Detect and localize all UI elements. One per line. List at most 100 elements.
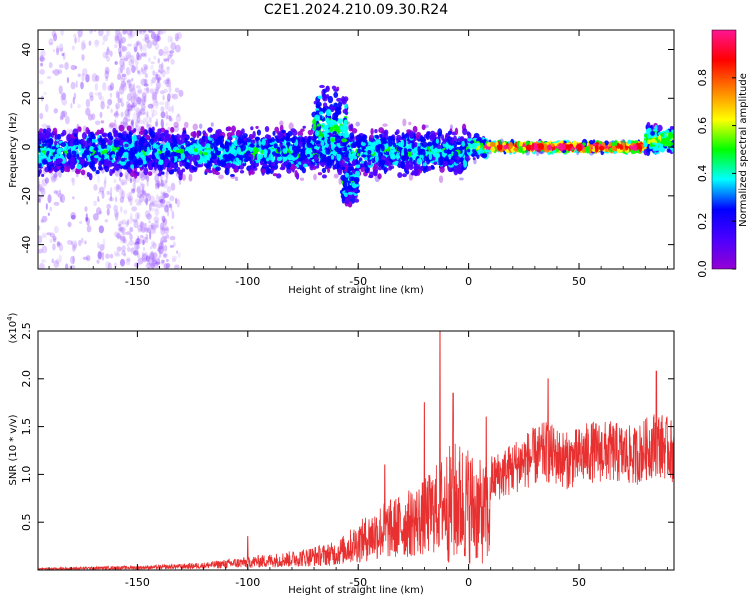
heat-cell	[67, 221, 72, 228]
heat-cell	[73, 33, 77, 38]
heat-cell	[177, 251, 181, 259]
heat-cell	[125, 221, 129, 227]
heat-cell	[126, 256, 131, 261]
heat-cell	[107, 132, 111, 139]
heat-cell	[253, 147, 259, 155]
heat-cell	[118, 85, 125, 95]
heat-cell	[111, 154, 116, 159]
heat-cell	[158, 245, 164, 255]
heat-cell	[95, 207, 102, 215]
heat-cell	[124, 174, 128, 184]
heat-cell	[145, 255, 150, 262]
heat-cell	[152, 70, 156, 76]
heat-cell	[154, 179, 161, 189]
heat-cell	[316, 123, 321, 127]
heat-cell	[152, 39, 158, 46]
heat-cell	[131, 77, 134, 82]
heat-cell	[94, 83, 99, 91]
heat-cell	[139, 136, 146, 144]
heat-cell	[150, 61, 155, 65]
heat-cell	[170, 142, 174, 148]
heat-cell	[162, 192, 166, 200]
heat-cell	[99, 252, 103, 261]
heat-cell	[110, 108, 113, 113]
heat-cell	[140, 67, 144, 72]
heat-cell	[167, 106, 173, 112]
heat-cell	[175, 36, 179, 42]
heat-cell	[44, 177, 50, 184]
heat-cell	[264, 125, 270, 133]
heat-cell	[151, 162, 155, 168]
heat-cell	[160, 215, 163, 222]
heat-cell	[360, 160, 365, 164]
heat-cell	[70, 64, 77, 71]
heat-cell	[224, 167, 230, 176]
heat-cell	[121, 245, 126, 253]
heat-cell	[161, 215, 166, 223]
heat-cell	[76, 163, 82, 170]
heat-cell	[174, 197, 178, 204]
heat-cell	[129, 216, 133, 225]
heat-cell	[121, 190, 125, 200]
heat-cell	[140, 235, 144, 239]
heat-cell	[385, 168, 389, 172]
heat-cell	[100, 101, 105, 110]
heat-cell	[163, 46, 169, 54]
heat-cell	[215, 129, 220, 138]
heat-cell	[439, 166, 445, 173]
heat-cell	[127, 246, 131, 253]
heat-cell	[97, 137, 103, 143]
heat-cell	[102, 238, 106, 247]
heat-cell	[174, 44, 181, 53]
heat-cell	[409, 130, 414, 139]
heat-cell	[54, 140, 58, 147]
heat-cell	[165, 78, 171, 88]
heat-cell	[166, 258, 169, 263]
heat-cell	[342, 142, 347, 147]
heat-cell	[370, 128, 374, 136]
heat-cell	[158, 63, 163, 70]
heat-cell	[157, 182, 160, 189]
heat-cell	[129, 30, 133, 37]
heat-cell	[140, 43, 143, 53]
heat-cell	[38, 181, 41, 189]
heat-cell	[65, 263, 69, 269]
heat-cell	[141, 236, 146, 244]
heat-cell	[161, 224, 164, 232]
heat-cell	[134, 106, 140, 113]
heat-cell	[137, 159, 144, 166]
heat-cell	[162, 144, 167, 150]
heat-cell	[113, 178, 117, 184]
heat-cell	[154, 220, 159, 228]
heat-cell	[154, 200, 160, 204]
heat-cell	[155, 194, 159, 201]
heat-cell	[157, 30, 161, 35]
heat-cell	[162, 94, 165, 101]
heat-cell	[150, 250, 155, 260]
heat-cell	[150, 224, 154, 229]
heat-cell	[38, 131, 44, 140]
heat-cell	[59, 115, 64, 121]
heat-cell	[41, 143, 48, 147]
heat-cell	[119, 172, 123, 178]
heat-cell	[282, 153, 288, 157]
heat-cell	[168, 203, 173, 208]
heat-cell	[180, 145, 185, 150]
heat-cell	[150, 64, 154, 70]
heat-cell	[119, 235, 126, 242]
heat-cell	[204, 168, 210, 173]
heat-cell	[417, 146, 421, 153]
heat-cell	[332, 112, 338, 120]
heat-cell	[154, 42, 160, 51]
heat-cell	[376, 143, 383, 149]
heat-cell	[321, 174, 327, 179]
heat-cell	[101, 252, 105, 261]
heat-cell	[169, 118, 174, 122]
heat-cell	[132, 92, 138, 100]
heat-cell	[169, 235, 176, 241]
heat-cell	[142, 158, 147, 164]
heat-cell	[109, 92, 113, 98]
heat-cell	[242, 133, 248, 139]
heat-cell	[41, 245, 48, 254]
heat-cell	[130, 120, 134, 127]
